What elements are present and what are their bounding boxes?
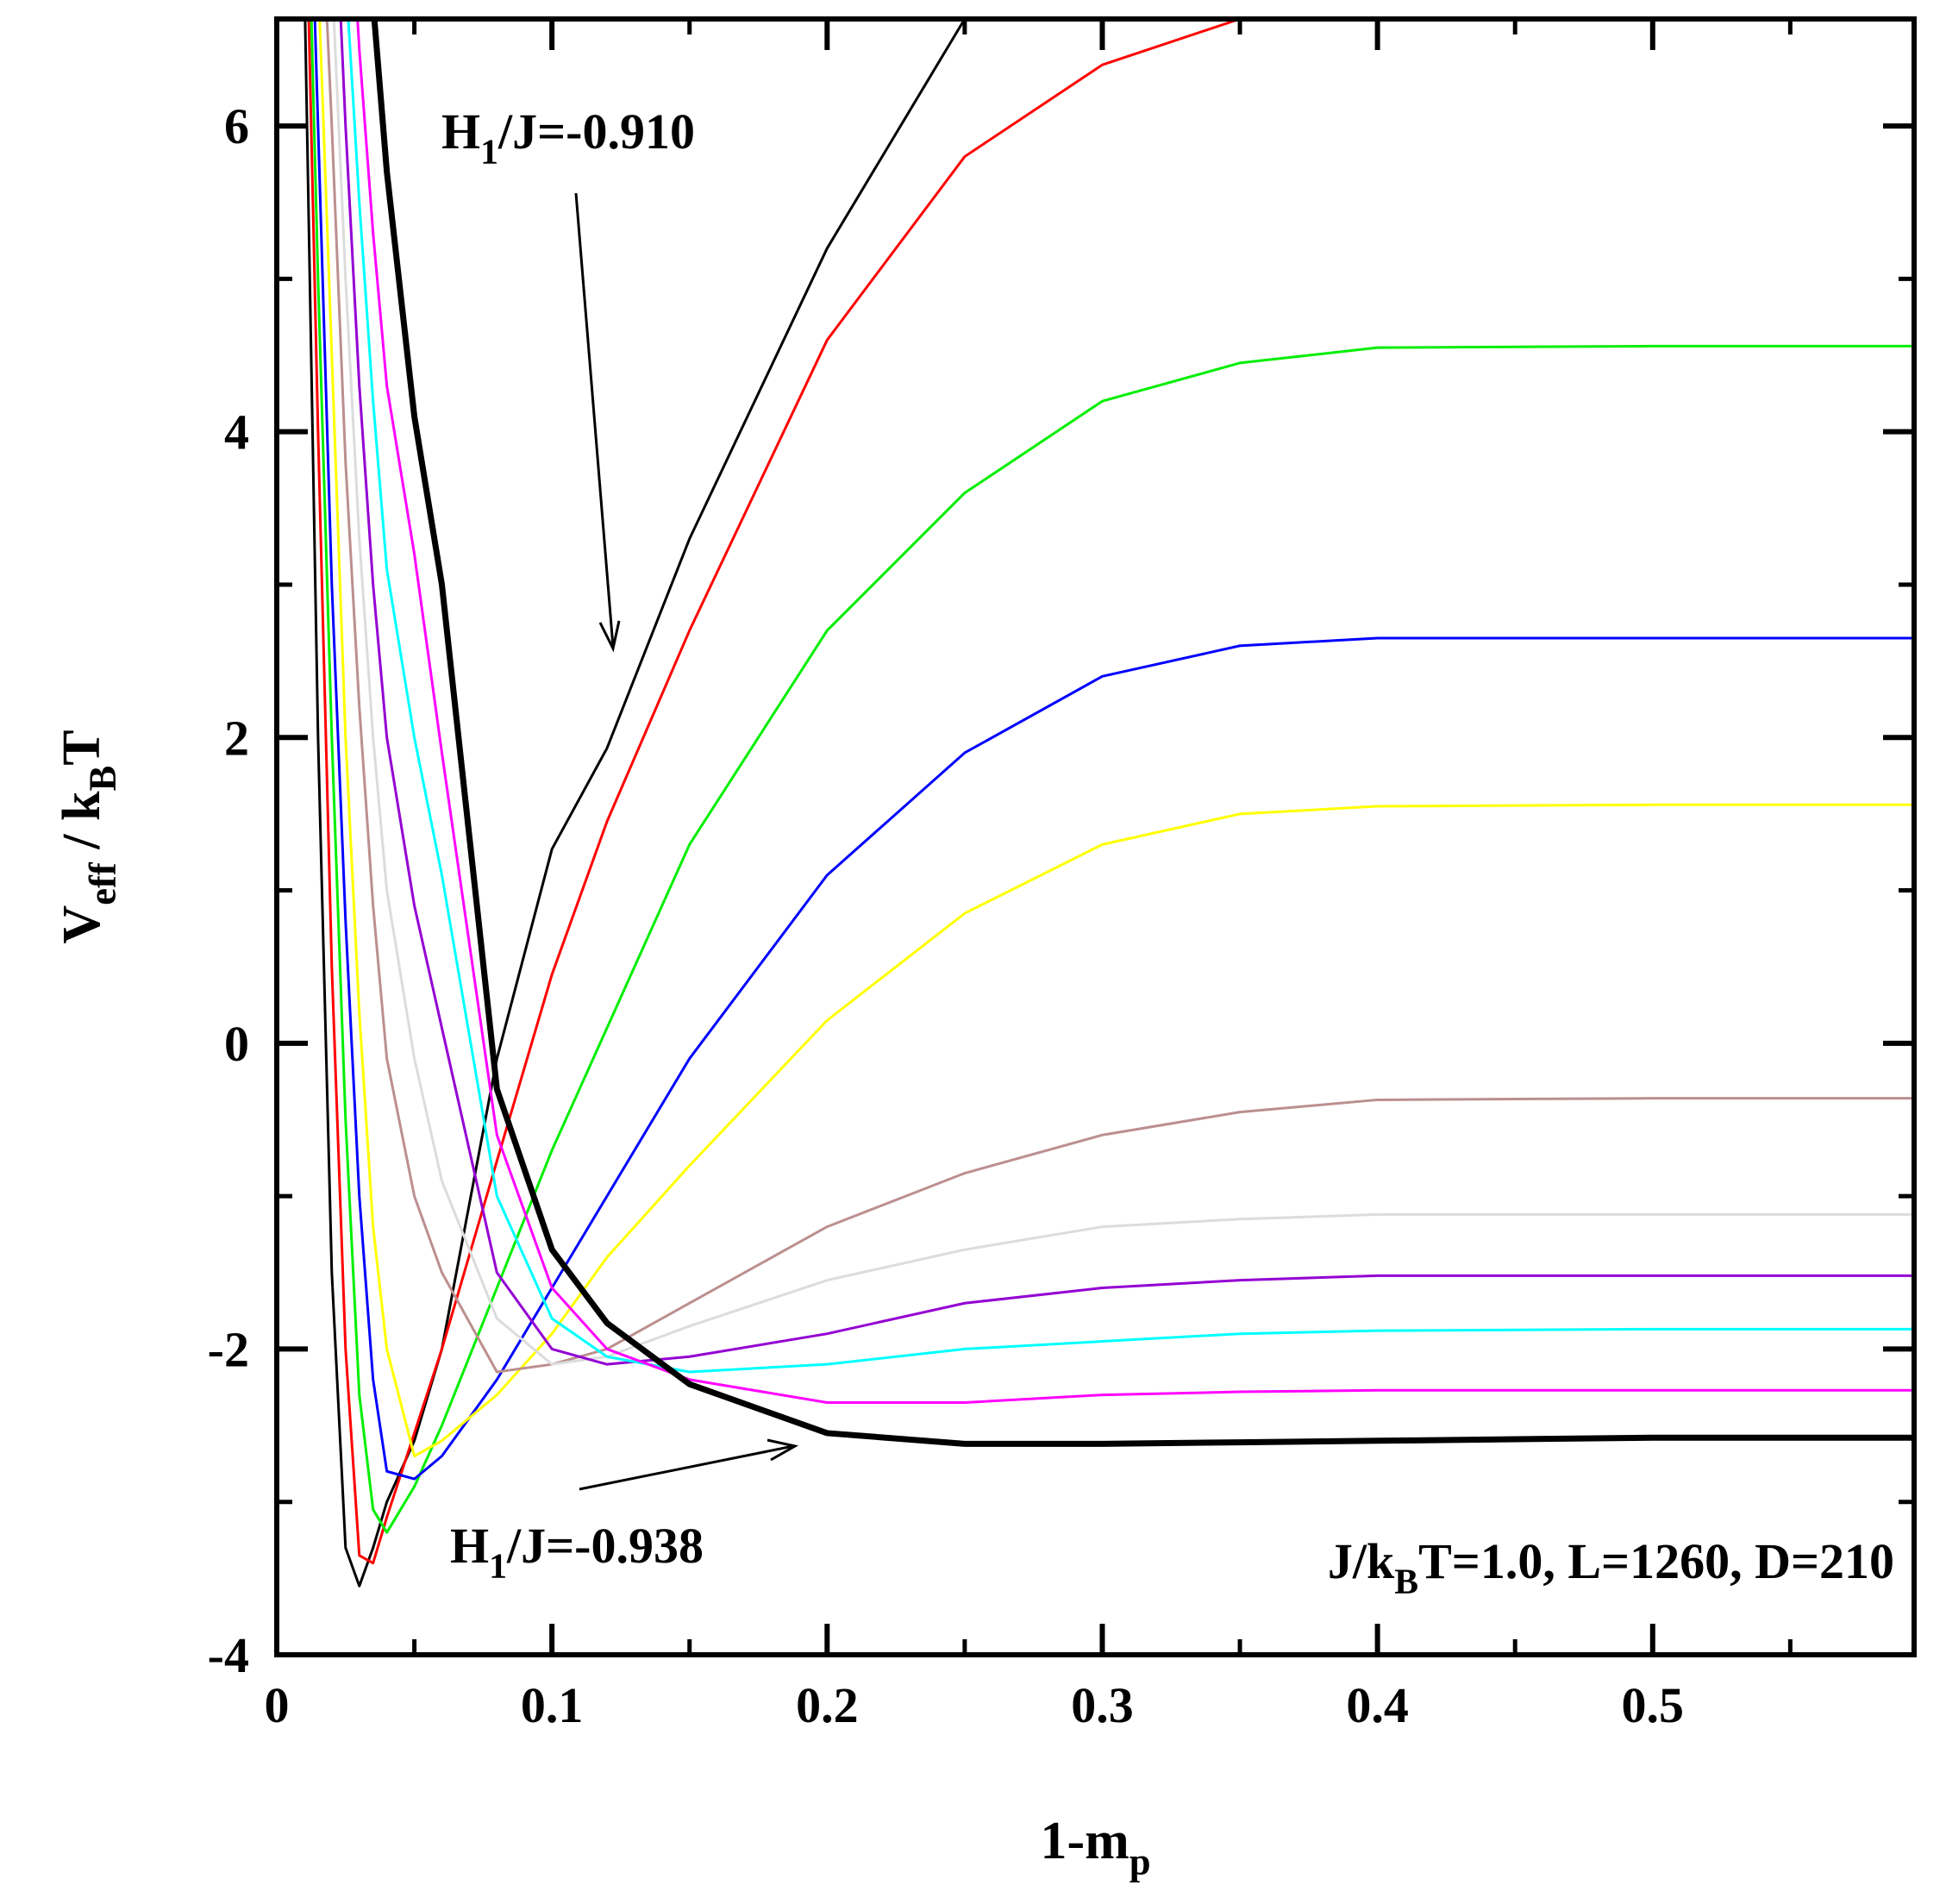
text-part: V <box>53 905 111 944</box>
text-part: J/k <box>1328 1533 1395 1589</box>
series-line <box>325 19 1914 1374</box>
x-tick-label: 0.5 <box>1622 1677 1685 1733</box>
series-line <box>313 19 1914 1481</box>
x-tick-label: 0.1 <box>521 1677 584 1733</box>
plot-area <box>303 19 1914 1588</box>
arrow-line <box>574 192 615 648</box>
series-line <box>307 19 1246 1565</box>
label: 1-mp <box>1040 1812 1150 1883</box>
label: Veff / kBT <box>53 730 124 943</box>
label: H1/J=-0.938 <box>450 1518 704 1586</box>
plot-frame <box>274 16 1917 1657</box>
subscript: B <box>1394 1562 1418 1601</box>
series-line <box>310 19 1914 1534</box>
x-tick-label: 0.4 <box>1346 1677 1409 1733</box>
text-part: T <box>53 730 111 765</box>
series-line <box>318 19 1914 1458</box>
subscript: p <box>1129 1840 1151 1883</box>
text-part: 1-m <box>1040 1812 1129 1870</box>
arrow-line <box>579 1444 794 1491</box>
y-tick-label: -2 <box>208 1321 249 1377</box>
subscript: B <box>81 766 124 792</box>
arrow-head <box>767 1438 799 1462</box>
text-part: H <box>441 103 480 160</box>
series-line <box>303 19 967 1588</box>
y-tick-label: 4 <box>224 404 249 460</box>
x-tick-label: 0 <box>265 1677 290 1733</box>
subscript: eff <box>81 861 124 905</box>
y-tick-label: 2 <box>224 710 249 766</box>
text-part: / k <box>53 791 111 862</box>
subscript: 1 <box>480 132 498 172</box>
series-line <box>347 19 1914 1374</box>
text-part: /J=-0.910 <box>497 103 695 160</box>
series-line <box>339 19 1914 1366</box>
text-part: T=1.0, L=1260, D=210 <box>1418 1533 1894 1589</box>
label: H1/J=-0.910 <box>441 103 695 172</box>
y-tick-label: 0 <box>224 1016 249 1072</box>
series-line <box>356 19 1914 1404</box>
subscript: 1 <box>489 1546 507 1586</box>
series-line <box>332 19 1914 1366</box>
arrow-head <box>598 620 621 653</box>
y-tick-label: 6 <box>224 98 249 154</box>
x-tick-label: 0.3 <box>1071 1677 1134 1733</box>
x-tick-label: 0.2 <box>796 1677 859 1733</box>
series-line <box>371 19 1914 1447</box>
y-tick-label: -4 <box>208 1627 249 1683</box>
text-part: H <box>450 1518 489 1574</box>
text-part: /J=-0.938 <box>506 1518 704 1574</box>
label: J/kBT=1.0, L=1260, D=210 <box>1328 1533 1894 1601</box>
